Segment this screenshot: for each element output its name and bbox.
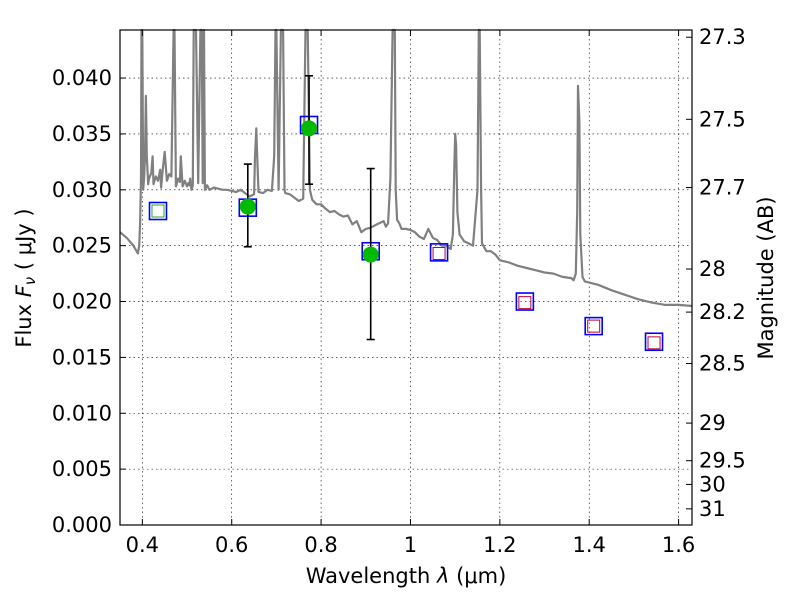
y-tick-label: 0.015 [52, 345, 112, 369]
plot-frame [119, 29, 693, 526]
y-tick-label: 0.025 [52, 234, 112, 258]
observed-point [239, 198, 256, 215]
model-spectrum [119, 28, 693, 308]
x-tick-label: 1.2 [483, 533, 516, 557]
y2-tick-label: 27.7 [699, 176, 746, 200]
x-tick-label: 0.6 [215, 533, 248, 557]
y-axis-label: Flux Fν ( μJy ) [12, 208, 39, 347]
observed-point [362, 246, 379, 263]
y-tick-label: 0.040 [52, 66, 112, 90]
inner-marker-point [518, 296, 532, 310]
data-points [148, 75, 664, 352]
y2-tick-label: 30 [699, 472, 726, 496]
axis-ticks: 0.4 0.6 0.8 1 1.2 1.4 1.6 0.000 0.005 0.010 0.015 0… [52, 25, 746, 557]
y2-tick-label: 29 [699, 411, 726, 435]
inner-marker-point [647, 336, 661, 350]
observed-point [301, 120, 318, 137]
x-axis-label: Wavelength λ (μm) [306, 564, 507, 588]
x-tick-label: 0.4 [126, 533, 159, 557]
y-tick-label: 0.005 [52, 457, 112, 481]
model-photometry-point [644, 332, 664, 352]
x-tick-label: 1.6 [662, 533, 695, 557]
model-photometry-point [584, 316, 603, 336]
y2-tick-label: 29.5 [699, 449, 746, 473]
spectrum-line [119, 28, 693, 308]
y-tick-label: 0.010 [52, 401, 112, 425]
y-tick-label: 0.030 [52, 178, 112, 202]
y-tick-label: 0.020 [52, 290, 112, 314]
y2-tick-label: 28.2 [699, 300, 746, 324]
inner-marker-point [151, 204, 165, 218]
x-tick-label: 1.4 [573, 533, 606, 557]
inner-marker-point [587, 319, 601, 333]
y2-tick-label: 28.5 [699, 351, 746, 375]
y2-tick-label: 28 [699, 257, 726, 281]
inner-marker-point [432, 246, 446, 260]
model-photometry-point [148, 201, 168, 221]
model-photometry-point [515, 292, 535, 311]
model-photometry-point [429, 243, 449, 262]
x-tick-label: 1 [404, 533, 417, 557]
y2-tick-label: 27.5 [699, 107, 746, 131]
y2-tick-label: 31 [699, 497, 726, 521]
y2-tick-label: 27.3 [699, 25, 746, 49]
y-tick-label: 0.035 [52, 122, 112, 146]
x-tick-label: 0.8 [304, 533, 337, 557]
y-tick-label: 0.000 [52, 513, 112, 537]
grid [120, 30, 692, 526]
y2-axis-label: Magnitude (AB) [754, 196, 778, 359]
